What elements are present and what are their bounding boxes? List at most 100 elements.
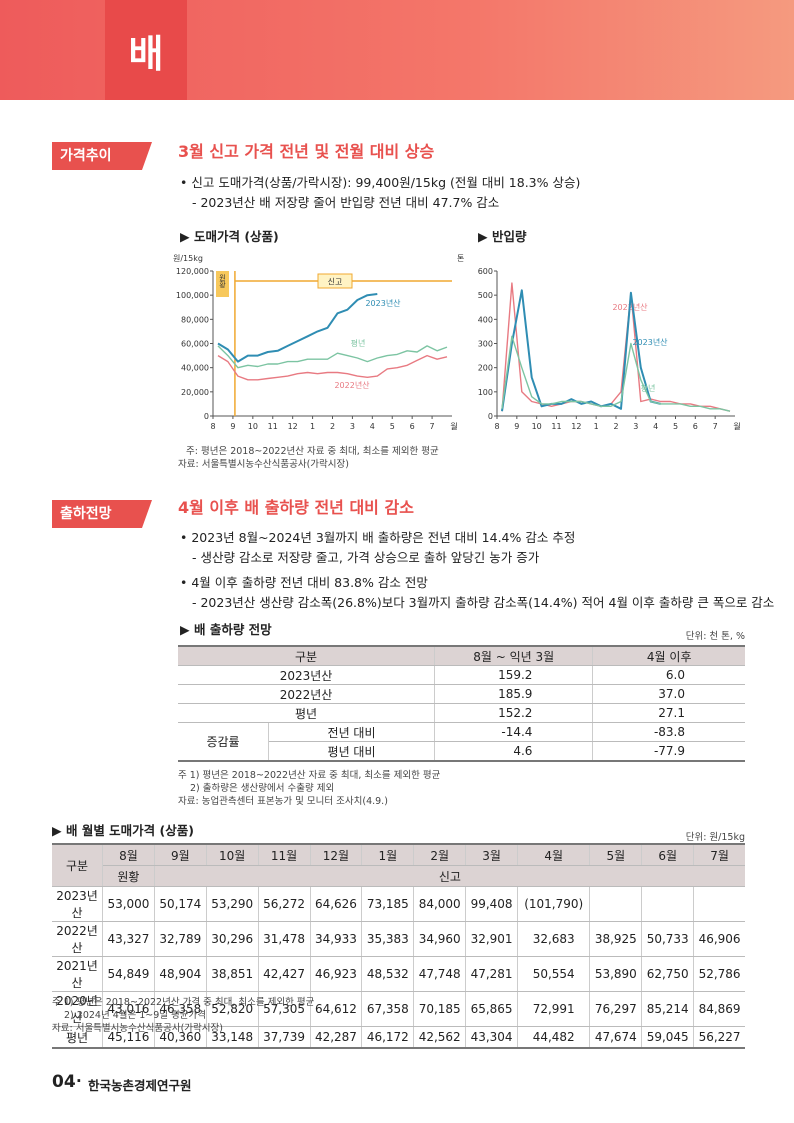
cell: 34,933 [310, 921, 363, 957]
header-row: 구분 8월 9월 10월 11월 12월 1월 2월 3월 4월 5월 6월 7월 [52, 843, 745, 887]
header-cell: 3월 [465, 843, 518, 866]
cell: 56,227 [693, 1026, 745, 1049]
y-tick-label: 80,000 [181, 315, 209, 324]
table-caption: ▶ 배 월별 도매가격 (상품) [52, 823, 194, 838]
cell: 32,901 [465, 921, 518, 957]
section-tag: 출하전망 [52, 500, 152, 528]
cell: (101,790) [517, 886, 591, 922]
charts: 원/15kg020,00040,00060,00080,000100,00012… [173, 254, 741, 431]
x-tick-label: 4 [370, 422, 375, 431]
empty-cell [693, 886, 745, 922]
cell: 평년 [178, 703, 436, 723]
x-tick-label: 2 [330, 422, 335, 431]
header-cell: 10월 [206, 843, 259, 866]
cell: 48,532 [361, 956, 415, 992]
cell: 42,427 [258, 956, 311, 992]
y-unit: 톤 [457, 254, 464, 263]
cell: 59,045 [641, 1026, 695, 1049]
header-cell: 12월 [310, 843, 363, 866]
header-cell: 8월 [102, 843, 155, 866]
y-tick-label: 60,000 [181, 340, 209, 349]
cell: 152.2 [434, 703, 594, 723]
series-label: 평년 [641, 383, 656, 393]
y-tick-label: 300 [478, 340, 493, 349]
y-tick-label: 20,000 [181, 388, 209, 397]
x-tick-label: 10 [532, 422, 542, 431]
x-tick-label: 9 [230, 422, 235, 431]
cell: 27.1 [592, 703, 745, 723]
header-cell: 구분 [178, 645, 436, 666]
cell: 70,185 [413, 991, 467, 1027]
row-label: 2023년산 [52, 886, 103, 922]
cell: 50,174 [154, 886, 207, 922]
cell: 159.2 [434, 665, 594, 685]
row: 평년 대비 4.6 -77.9 [178, 741, 745, 762]
cell: 72,991 [517, 991, 591, 1027]
cell: 84,000 [413, 886, 467, 922]
cell: 53,000 [102, 886, 155, 922]
series-line [217, 354, 448, 381]
cell: 증감률 [178, 722, 269, 762]
unit: 단위: 원/15kg [685, 832, 745, 843]
row: 2021년산 54,849 48,904 38,851 42,427 46,923 48,5… [52, 956, 745, 992]
cell: 185.9 [434, 684, 594, 704]
cell: 34,960 [413, 921, 467, 957]
cell: 43,304 [465, 1026, 518, 1049]
cell: 99,408 [465, 886, 518, 922]
note: 자료: 농업관측센터 표본농가 및 모니터 조사치(4.9.) [178, 796, 388, 807]
note: 주 1) 평년은 2018~2022년산 가격 중 최대, 최소를 제외한 평균 [52, 997, 315, 1008]
org: 한국농촌경제연구원 [88, 1078, 192, 1093]
cell: -77.9 [592, 741, 745, 762]
header-cell: 5월 [589, 843, 643, 866]
unit: 단위: 천 톤, % [685, 631, 745, 642]
cell: 평년 대비 [268, 741, 436, 762]
x-tick-label: 8 [210, 422, 215, 431]
cell: 65,865 [465, 991, 518, 1027]
header-cell: 9월 [154, 843, 207, 866]
header-cell: 6월 [641, 843, 695, 866]
y-tick-label: 600 [478, 267, 493, 276]
cell: 47,674 [589, 1026, 643, 1049]
note: 2) 출하량은 생산량에서 수출량 제외 [190, 783, 335, 794]
cell: 64,612 [310, 991, 363, 1027]
cell: 48,904 [154, 956, 207, 992]
chart-caption: ▶ 반입량 [478, 229, 527, 244]
cell: 53,290 [206, 886, 259, 922]
note: 2) 2024년 4월은 1~9일 평균가격 [64, 1010, 207, 1021]
note: 자료: 서울특별시농수산식품공사(가락시장) [178, 459, 349, 470]
cell: 57,305 [258, 991, 311, 1027]
y-tick-label: 120,000 [176, 267, 209, 276]
header-cell: 구분 [52, 843, 103, 887]
x-tick-label: 10 [248, 422, 258, 431]
series-label: 평년 [351, 338, 366, 348]
header-cell: 4월 이후 [592, 645, 745, 666]
series-label: 2023년산 [365, 298, 401, 308]
cell: 43,016 [102, 991, 155, 1027]
cell: 56,272 [258, 886, 311, 922]
header-cell: 1월 [361, 843, 415, 866]
section-tag: 가격추이 [52, 142, 152, 170]
cell: 47,281 [465, 956, 518, 992]
y-unit: 원/15kg [173, 254, 203, 263]
x-tick-label: 1 [310, 422, 315, 431]
bullet: - 생산량 감소로 저장량 줄고, 가격 상승으로 출하 앞당긴 농가 증가 [192, 550, 540, 565]
x-tick-label: 4 [653, 422, 658, 431]
bullet: • 4월 이후 출하량 전년 대비 83.8% 감소 전망 [180, 575, 428, 590]
note: 주 1) 평년은 2018~2022년산 자료 중 최대, 최소를 제외한 평균 [178, 770, 441, 781]
cell: 54,849 [102, 956, 155, 992]
row-label: 2020년산 [52, 991, 103, 1027]
page-number: 04 [52, 1072, 76, 1092]
empty-cell [641, 886, 695, 922]
x-tick-label: 11 [268, 422, 278, 431]
y-tick-label: 0 [488, 412, 493, 421]
cell: 46,906 [693, 921, 745, 957]
x-tick-label: 3 [350, 422, 355, 431]
bullet: • 2023년 8월~2024년 3월까지 배 출하량은 전년 대비 14.4%… [180, 530, 576, 545]
x-unit: 월 [733, 421, 740, 431]
cell: 38,925 [589, 921, 643, 957]
series-line [501, 289, 661, 412]
x-tick-label: 6 [693, 422, 698, 431]
cell: 73,185 [361, 886, 415, 922]
series-line [217, 345, 448, 369]
section-heading: 4월 이후 배 출하량 전년 대비 감소 [178, 498, 414, 517]
